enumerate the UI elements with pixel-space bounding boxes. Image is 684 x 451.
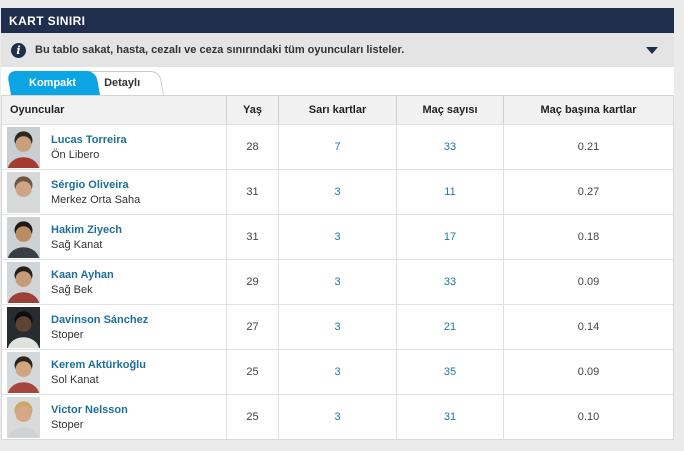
age-cell: 25 [226, 350, 278, 394]
cards-per-match-cell: 0.14 [503, 305, 673, 349]
caret-down-icon[interactable] [646, 46, 658, 54]
player-meta: Sérgio Oliveira Merkez Orta Saha [51, 179, 140, 206]
tab-kompakt-label: Kompakt [29, 76, 77, 89]
info-text: Bu tablo sakat, hasta, cezalı ve ceza sı… [35, 44, 405, 56]
table-row: Lucas Torreira Ön Libero 28 7 33 0.21 [2, 124, 673, 169]
yellow-cards-link[interactable]: 7 [334, 141, 341, 153]
player-name-link[interactable]: Lucas Torreira [51, 133, 127, 146]
player-position: Sağ Bek [51, 283, 93, 296]
table-row: Sérgio Oliveira Merkez Orta Saha 31 3 11… [2, 169, 673, 214]
player-position: Sağ Kanat [51, 238, 103, 251]
tab-kompakt[interactable]: Kompakt [11, 71, 100, 95]
age-cell: 29 [226, 260, 278, 304]
player-name-link[interactable]: Hakim Ziyech [51, 223, 122, 236]
player-name-link[interactable]: Victor Nelsson [51, 403, 128, 416]
player-meta: Hakim Ziyech Sağ Kanat [51, 224, 122, 251]
tab-detayli[interactable]: Detaylı [86, 71, 164, 95]
age-cell: 25 [226, 395, 278, 439]
player-meta: Kerem Aktürkoğlu Sol Kanat [51, 359, 146, 386]
yellow-cards-link[interactable]: 3 [334, 366, 341, 378]
column-header-cards-per-match: Maç başına kartlar [503, 96, 673, 124]
widget-title-bar: KART SINIRI [1, 8, 674, 33]
player-photo[interactable] [7, 396, 40, 438]
cards-per-match-cell: 0.09 [503, 350, 673, 394]
player-photo[interactable] [7, 261, 40, 303]
player-cell: Sérgio Oliveira Merkez Orta Saha [2, 170, 226, 214]
player-photo[interactable] [7, 351, 40, 393]
cards-per-match-cell: 0.27 [503, 170, 673, 214]
column-header-age: Yaş [226, 96, 278, 124]
table-row: Hakim Ziyech Sağ Kanat 31 3 17 0.18 [2, 214, 673, 259]
matches-link[interactable]: 33 [443, 276, 457, 288]
matches-link[interactable]: 35 [443, 366, 457, 378]
table-header-row: Oyuncular Yaş Sarı kartlar Maç sayısı Ma… [2, 96, 673, 124]
player-meta: Davinson Sánchez Stoper [51, 314, 148, 341]
page-title: KART SINIRI [9, 13, 86, 28]
player-cell: Kerem Aktürkoğlu Sol Kanat [2, 350, 226, 394]
info-icon: i [11, 42, 26, 58]
cards-per-match-cell: 0.21 [503, 125, 673, 169]
table-row: Davinson Sánchez Stoper 27 3 21 0.14 [2, 304, 673, 349]
column-header-yellow-cards: Sarı kartlar [278, 96, 396, 124]
yellow-cards-link[interactable]: 3 [334, 411, 341, 423]
player-photo[interactable] [7, 216, 40, 258]
column-header-players: Oyuncular [10, 104, 65, 116]
player-name-link[interactable]: Davinson Sánchez [51, 313, 149, 326]
player-position: Stoper [51, 418, 84, 431]
player-cell: Hakim Ziyech Sağ Kanat [2, 215, 226, 259]
player-position: Ön Libero [51, 148, 100, 161]
info-bar: i Bu tablo sakat, hasta, cezalı ve ceza … [1, 33, 674, 67]
tab-strip: Kompakt Detaylı [1, 67, 674, 95]
cards-per-match-cell: 0.18 [503, 215, 673, 259]
table-row: Victor Nelsson Stoper 25 3 31 0.10 [2, 394, 673, 439]
age-cell: 31 [226, 215, 278, 259]
tab-detayli-label: Detaylı [104, 76, 141, 89]
yellow-cards-link[interactable]: 3 [334, 276, 341, 288]
player-photo[interactable] [7, 171, 40, 213]
player-cell: Kaan Ayhan Sağ Bek [2, 260, 226, 304]
cards-per-match-cell: 0.09 [503, 260, 673, 304]
age-cell: 27 [226, 305, 278, 349]
matches-link[interactable]: 33 [443, 141, 457, 153]
player-meta: Kaan Ayhan Sağ Bek [51, 269, 114, 296]
matches-link[interactable]: 17 [443, 231, 457, 243]
player-name-link[interactable]: Kerem Aktürkoğlu [51, 358, 146, 371]
age-cell: 31 [226, 170, 278, 214]
player-meta: Victor Nelsson Stoper [51, 404, 128, 431]
player-cell: Lucas Torreira Ön Libero [2, 125, 226, 169]
matches-link[interactable]: 21 [443, 321, 457, 333]
matches-link[interactable]: 11 [444, 186, 456, 198]
yellow-cards-link[interactable]: 3 [334, 231, 341, 243]
player-position: Sol Kanat [51, 373, 99, 386]
player-position: Stoper [51, 328, 84, 341]
yellow-cards-link[interactable]: 3 [334, 186, 341, 198]
player-photo[interactable] [7, 126, 40, 168]
player-photo[interactable] [7, 306, 40, 348]
column-header-matches: Maç sayısı [396, 96, 503, 124]
cards-per-match-cell: 0.10 [503, 395, 673, 439]
player-cell: Davinson Sánchez Stoper [2, 305, 226, 349]
table-row: Kaan Ayhan Sağ Bek 29 3 33 0.09 [2, 259, 673, 304]
yellow-cards-link[interactable]: 3 [334, 321, 341, 333]
player-meta: Lucas Torreira Ön Libero [51, 134, 127, 161]
matches-link[interactable]: 31 [443, 411, 457, 423]
players-table: Oyuncular Yaş Sarı kartlar Maç sayısı Ma… [1, 95, 674, 440]
player-position: Merkez Orta Saha [51, 193, 141, 206]
player-cell: Victor Nelsson Stoper [2, 395, 226, 439]
player-name-link[interactable]: Kaan Ayhan [51, 268, 114, 281]
table-body: Lucas Torreira Ön Libero 28 7 33 0.21 Sé… [2, 124, 673, 439]
card-limit-widget: KART SINIRI i Bu tablo sakat, hasta, cez… [1, 8, 674, 440]
table-row: Kerem Aktürkoğlu Sol Kanat 25 3 35 0.09 [2, 349, 673, 394]
age-cell: 28 [226, 125, 278, 169]
player-name-link[interactable]: Sérgio Oliveira [51, 178, 129, 191]
